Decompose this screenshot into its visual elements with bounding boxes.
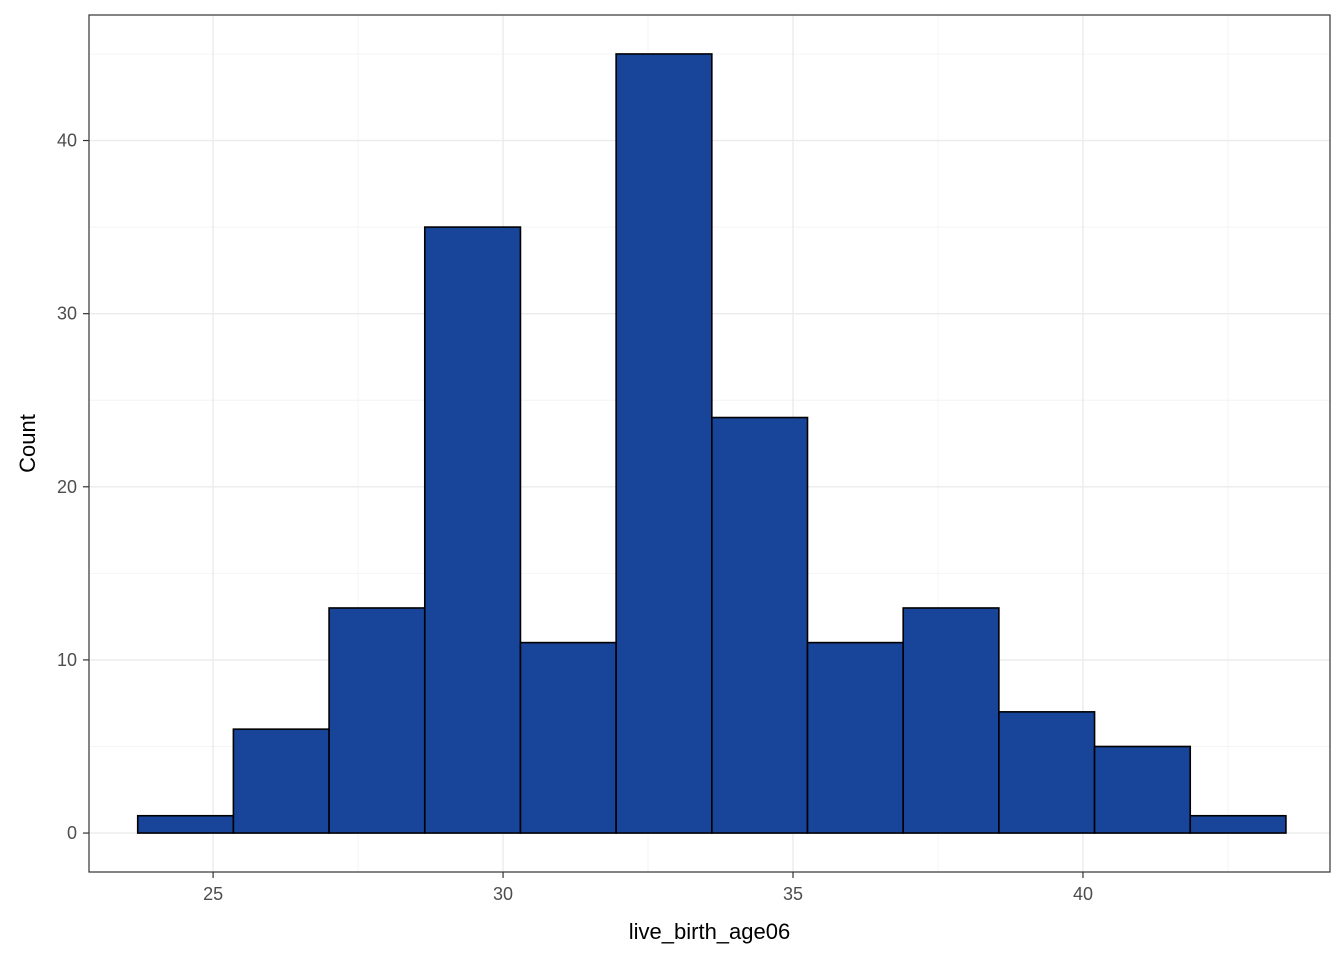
y-axis-title: Count <box>15 414 40 473</box>
axes: 25 30 35 40 0 10 20 30 40 <box>57 131 1093 904</box>
histogram-bars <box>136 53 1287 834</box>
x-tick-label: 30 <box>493 884 513 904</box>
x-tick-label: 35 <box>783 884 803 904</box>
histogram-bar <box>232 728 330 834</box>
histogram-bar <box>519 641 617 834</box>
y-tick-label: 40 <box>57 131 77 151</box>
histogram-bar <box>902 607 1000 834</box>
y-tick-label: 0 <box>67 823 77 843</box>
histogram-bar <box>136 814 235 834</box>
histogram-bar <box>1189 814 1287 834</box>
x-axis-title: live_birth_age06 <box>629 919 790 944</box>
x-tick-label: 25 <box>203 884 223 904</box>
y-tick-label: 10 <box>57 650 77 670</box>
histogram-bar <box>328 607 426 834</box>
histogram-bar <box>711 416 809 834</box>
histogram-bar <box>1093 745 1192 834</box>
x-tick-label: 40 <box>1073 884 1093 904</box>
y-tick-label: 30 <box>57 304 77 324</box>
histogram-bar <box>998 711 1096 834</box>
histogram-bar <box>423 226 522 834</box>
histogram-bar <box>615 53 713 834</box>
histogram-bar <box>806 641 904 834</box>
y-tick-label: 20 <box>57 477 77 497</box>
panel-border <box>88 14 1331 873</box>
